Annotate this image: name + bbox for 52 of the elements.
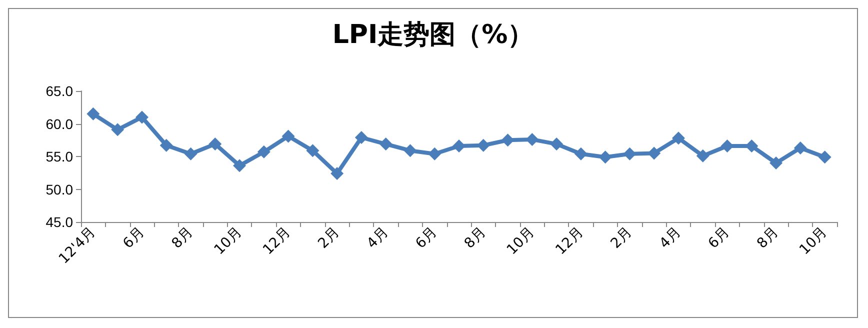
point: [282, 130, 295, 143]
point: [184, 147, 198, 160]
point: [306, 144, 320, 158]
y-tick-label: 60.0: [46, 116, 74, 132]
x-tick-label: 2月: [608, 224, 636, 252]
point: [672, 132, 685, 145]
point: [111, 123, 124, 136]
x-tick-label: 8月: [462, 224, 490, 252]
point: [208, 138, 222, 151]
point: [135, 110, 148, 124]
point: [452, 140, 466, 153]
point: [648, 146, 661, 160]
point: [770, 156, 783, 170]
point: [818, 150, 832, 164]
point: [428, 147, 442, 160]
x-tick-label: 6月: [705, 224, 733, 252]
chart-title: LPI走势图（%）: [332, 20, 534, 50]
point: [501, 134, 514, 147]
y-tick-label: 50.0: [46, 181, 74, 198]
y-tick-label: 65.0: [46, 83, 74, 99]
x-tick-label: 10月: [211, 224, 246, 258]
point: [574, 147, 588, 160]
y-tick-label: 45.0: [46, 214, 74, 230]
point: [550, 138, 564, 151]
point: [720, 140, 734, 153]
point: [526, 132, 539, 146]
point: [233, 159, 246, 172]
point: [379, 138, 392, 151]
point: [476, 138, 490, 152]
x-tick-label: 10月: [504, 224, 538, 258]
x-tick-label: 2月: [315, 224, 343, 252]
point: [257, 145, 270, 158]
point: [330, 167, 344, 180]
x-tick-label: 10月: [796, 224, 830, 258]
x-tick-label: 8月: [754, 224, 782, 252]
point: [354, 131, 368, 144]
point: [745, 140, 758, 153]
point: [696, 149, 710, 162]
point: [404, 144, 417, 158]
x-tick-label: 12月: [260, 224, 294, 258]
point: [794, 141, 807, 154]
x-tick-label: 8月: [168, 224, 196, 252]
x-tick-label: 6月: [412, 224, 440, 252]
point: [623, 147, 636, 160]
x-tick-label: 6月: [120, 224, 148, 252]
point: [160, 138, 173, 152]
point: [86, 107, 100, 120]
y-tick-label: 55.0: [46, 148, 74, 164]
point: [598, 150, 612, 164]
x-tick-label: 4月: [656, 224, 684, 252]
x-tick-label: 4月: [364, 224, 392, 252]
x-tick-label: 12月: [552, 224, 587, 258]
